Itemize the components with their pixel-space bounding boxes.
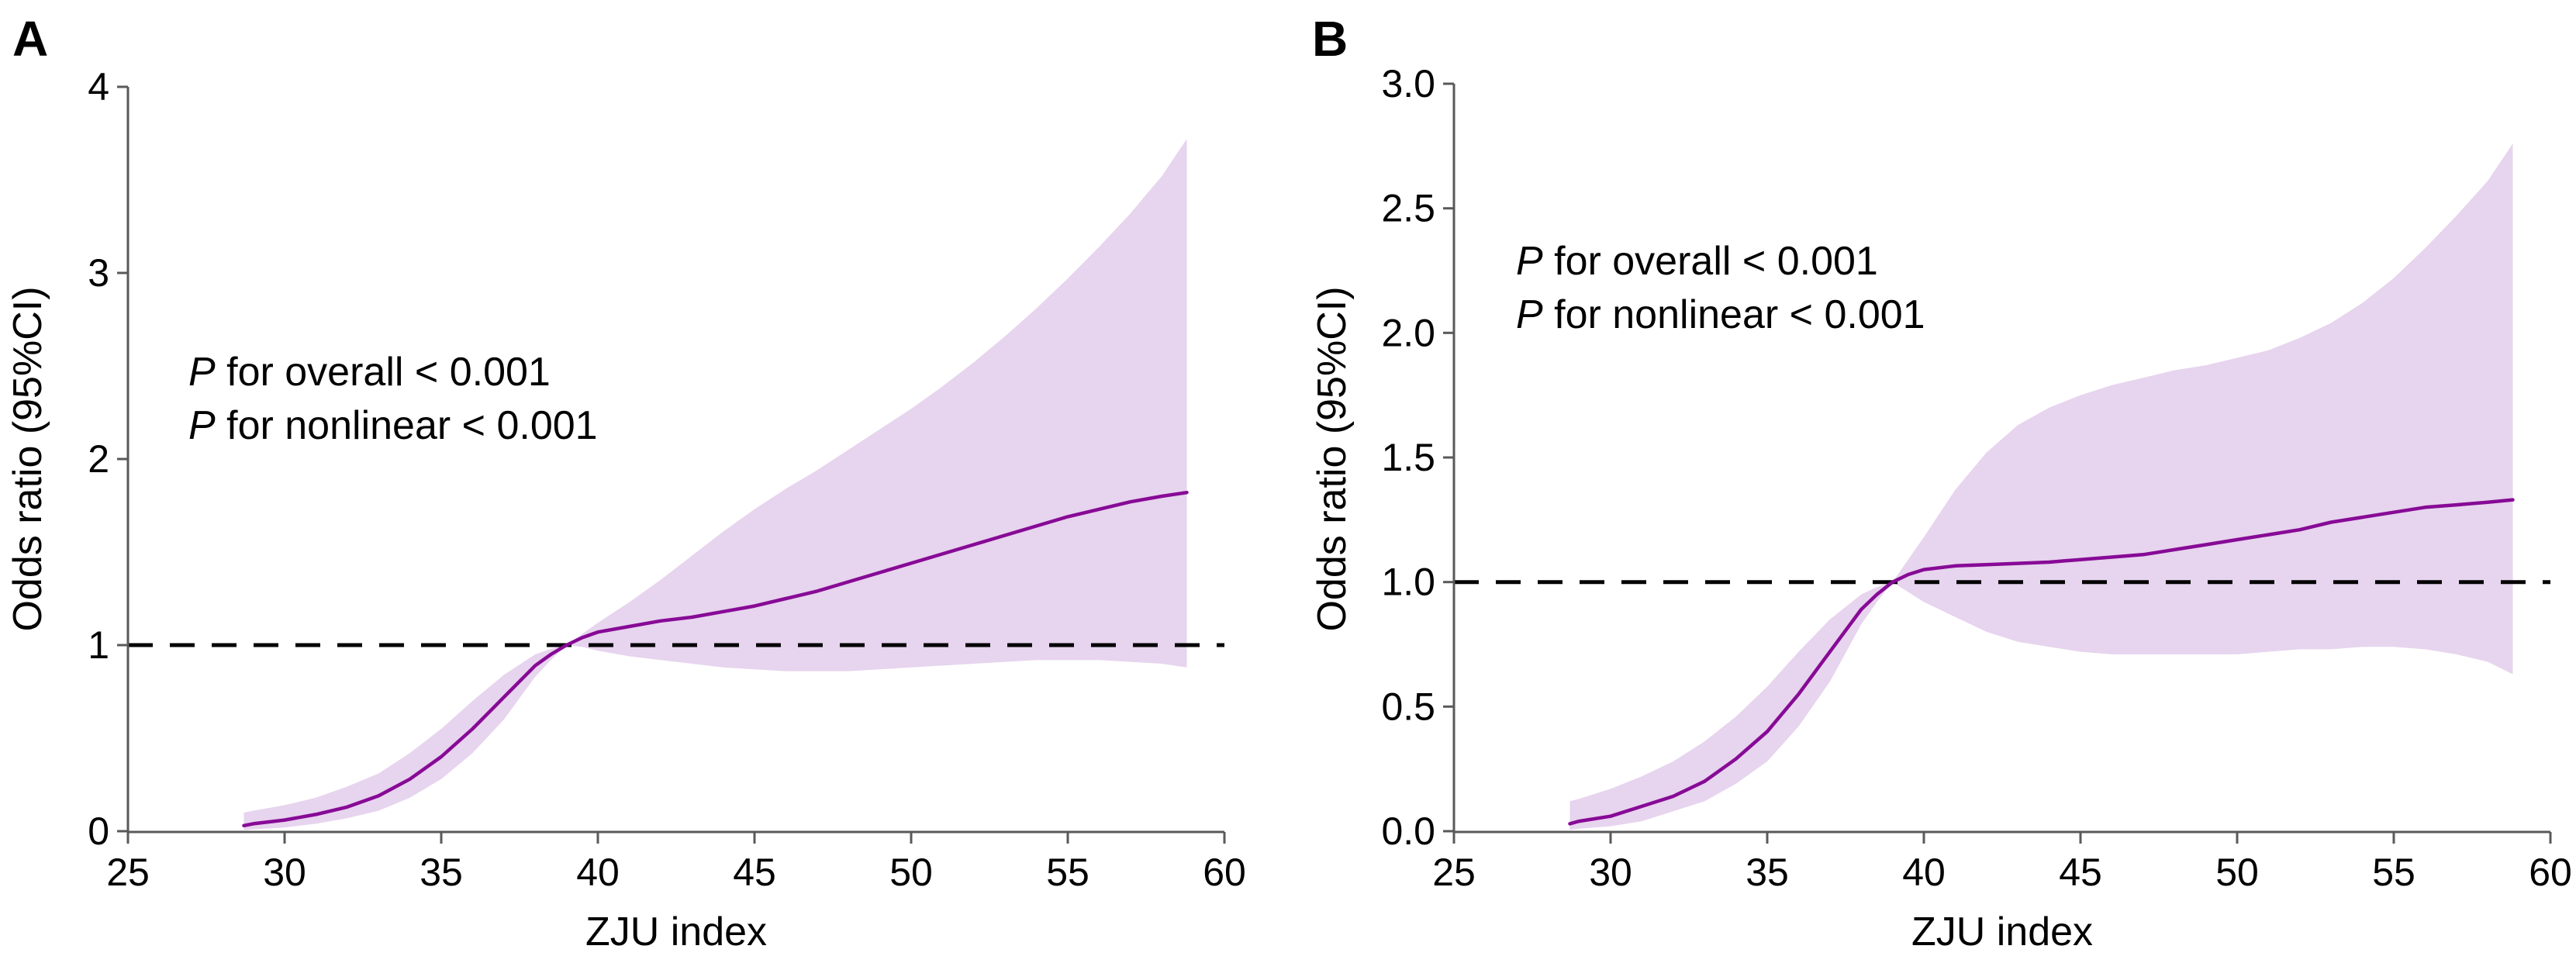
x-tick-label: 55: [1046, 851, 1089, 894]
panel-a-letter: A: [12, 11, 49, 67]
y-tick-label: 0.0: [1381, 809, 1435, 853]
x-tick-label: 35: [420, 851, 463, 894]
annotation-line: P for overall < 0.001: [188, 346, 598, 399]
y-tick-label: 4: [88, 65, 109, 109]
y-tick-label: 0.5: [1381, 685, 1435, 728]
x-tick-label: 60: [2529, 851, 2572, 894]
y-tick-label: 2.0: [1381, 311, 1435, 354]
x-tick-label: 40: [1902, 851, 1946, 894]
x-tick-label: 60: [1203, 851, 1246, 894]
x-tick-label: 45: [733, 851, 776, 894]
x-tick-label: 55: [2372, 851, 2415, 894]
panel-b-x-axis-title: ZJU index: [1911, 910, 2094, 954]
annotation-text: for nonlinear < 0.001: [215, 403, 598, 448]
x-tick-label: 30: [1589, 851, 1632, 894]
annotation-line: P for nonlinear < 0.001: [188, 399, 598, 453]
panel-b-pvalue-annotation: P for overall < 0.001 P for nonlinear < …: [1516, 235, 1925, 342]
panel-a-pvalue-annotation: P for overall < 0.001 P for nonlinear < …: [188, 346, 598, 453]
x-tick-label: 50: [889, 851, 933, 894]
annotation-text: for overall < 0.001: [215, 350, 551, 395]
y-tick-label: 1.5: [1381, 436, 1435, 479]
annotation-p-symbol: P: [1516, 239, 1543, 284]
y-tick-label: 0: [88, 809, 109, 853]
y-tick-label: 1.0: [1381, 561, 1435, 604]
panel-b-letter: B: [1312, 11, 1348, 67]
x-tick-label: 30: [263, 851, 306, 894]
panel-a-plot: 25 30 35 40 45 50 55 60 0 1 2 3 4: [88, 65, 1246, 894]
panel-b-plot: 25 30 35 40 45 50 55 60 0.0 0.5 1.0 1.5 2.0 2.5 3.0: [1381, 62, 2571, 894]
odds-ratio-curve: [1568, 498, 2515, 826]
annotation-text: for overall < 0.001: [1542, 239, 1878, 284]
panel-a-x-axis-title: ZJU index: [585, 910, 768, 954]
x-tick-label: 50: [2215, 851, 2259, 894]
annotation-p-symbol: P: [1516, 292, 1543, 337]
x-tick-label: 40: [576, 851, 620, 894]
y-tick-label: 3: [88, 251, 109, 295]
confidence-band: [243, 139, 1187, 830]
x-tick-label: 45: [2059, 851, 2102, 894]
annotation-line: P for overall < 0.001: [1516, 235, 1925, 288]
annotation-p-symbol: P: [188, 350, 216, 395]
x-tick-label: 25: [1432, 851, 1476, 894]
confidence-band: [1569, 143, 2513, 830]
annotation-line: P for nonlinear < 0.001: [1516, 288, 1925, 342]
y-tick-label: 3.0: [1381, 62, 1435, 105]
x-tick-label: 35: [1746, 851, 1789, 894]
panel-a-y-axis-title: Odds ratio (95%CI): [5, 286, 50, 632]
y-tick-label: 1: [88, 623, 109, 667]
annotation-text: for nonlinear < 0.001: [1542, 292, 1925, 337]
y-tick-label: 2: [88, 437, 109, 481]
annotation-p-symbol: P: [188, 403, 216, 448]
odds-ratio-curve: [242, 490, 1189, 828]
panel-b-y-axis-title: Odds ratio (95%CI): [1310, 286, 1355, 632]
y-tick-label: 2.5: [1381, 187, 1435, 230]
x-tick-label: 25: [106, 851, 150, 894]
